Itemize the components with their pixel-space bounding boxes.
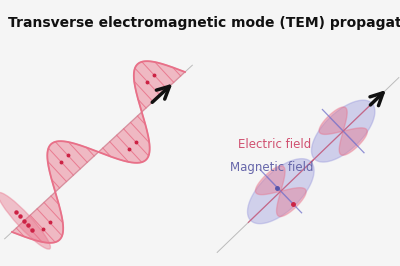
- Ellipse shape: [0, 193, 50, 249]
- Polygon shape: [12, 192, 63, 243]
- Polygon shape: [134, 61, 185, 112]
- Text: Transverse electromagnetic mode (TEM) propagation: Transverse electromagnetic mode (TEM) pr…: [8, 16, 400, 30]
- Polygon shape: [330, 100, 375, 145]
- Polygon shape: [47, 141, 98, 192]
- Polygon shape: [267, 159, 314, 206]
- Polygon shape: [339, 128, 367, 155]
- Polygon shape: [312, 117, 356, 162]
- Text: Electric field: Electric field: [238, 139, 311, 152]
- Polygon shape: [248, 177, 295, 224]
- Polygon shape: [276, 188, 306, 217]
- Polygon shape: [256, 166, 285, 195]
- Text: Magnetic field: Magnetic field: [230, 161, 314, 174]
- Polygon shape: [319, 107, 347, 134]
- Polygon shape: [99, 112, 150, 163]
